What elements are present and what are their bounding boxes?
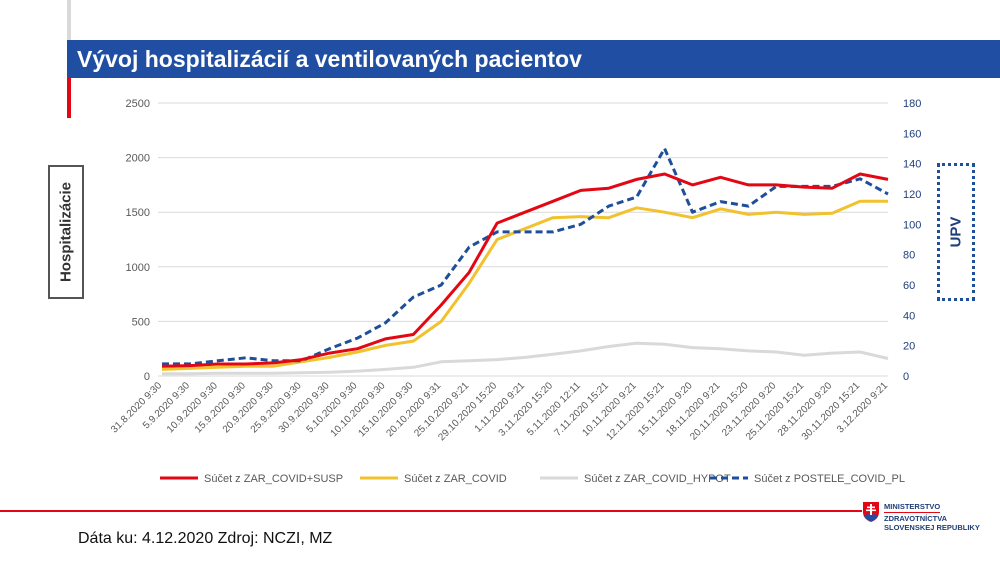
x-tick-label: 3.12.2020 9:21 [835, 380, 890, 435]
right-axis-label-box: UPV [937, 163, 975, 301]
logo-line1: MINISTERSTVO [884, 502, 941, 513]
title-bar: Vývoj hospitalizácií a ventilovaných pac… [67, 40, 1000, 78]
left-axis-label-box: Hospitalizácie [48, 165, 84, 299]
logo-line3: SLOVENSKEJ REPUBLIKY [884, 523, 980, 532]
left-tick-label: 1500 [126, 207, 150, 219]
legend-label: Súčet z ZAR_COVID_HYPOT [584, 473, 731, 485]
series-line [162, 341, 889, 376]
decor-line-red [67, 78, 71, 118]
right-tick-label: 160 [903, 128, 921, 140]
coat-of-arms-icon [863, 502, 879, 522]
right-tick-label: 60 [903, 280, 915, 292]
right-tick-label: 40 [903, 310, 915, 322]
series-line [161, 172, 889, 368]
chart: 0 500 1000 1500 2000 2500 0 20 40 60 80 100 120 140 16… [109, 98, 921, 485]
right-tick-label: 100 [903, 219, 921, 231]
logo-line2: ZDRAVOTNÍCTVA [884, 514, 948, 523]
left-tick-label: 0 [144, 371, 150, 383]
right-tick-label: 120 [903, 189, 921, 201]
right-tick-label: 20 [903, 341, 915, 353]
left-tick-label: 500 [132, 316, 150, 328]
right-tick-label: 180 [903, 98, 921, 110]
page-title: Vývoj hospitalizácií a ventilovaných pac… [77, 46, 582, 72]
left-tick-label: 2000 [126, 153, 150, 165]
legend-label: Súčet z ZAR_COVID [404, 473, 507, 485]
right-tick-label: 0 [903, 371, 909, 383]
right-tick-label: 140 [903, 159, 921, 171]
ministry-logo: MINISTERSTVO ZDRAVOTNÍCTVA SLOVENSKEJ REPU… [862, 501, 992, 533]
left-tick-label: 2500 [126, 98, 150, 110]
series-line [162, 147, 889, 366]
left-tick-label: 1000 [126, 262, 150, 274]
legend-label: Súčet z ZAR_COVID+SUSP [204, 473, 343, 485]
footer-divider [0, 510, 862, 512]
right-tick-label: 80 [903, 250, 915, 262]
decor-line-gray [67, 0, 71, 40]
legend-label: Súčet z POSTELE_COVID_PL [754, 473, 905, 485]
footer-source: Dáta ku: 4.12.2020 Zdroj: NCZI, MZ [78, 530, 333, 547]
series-line [161, 199, 888, 371]
